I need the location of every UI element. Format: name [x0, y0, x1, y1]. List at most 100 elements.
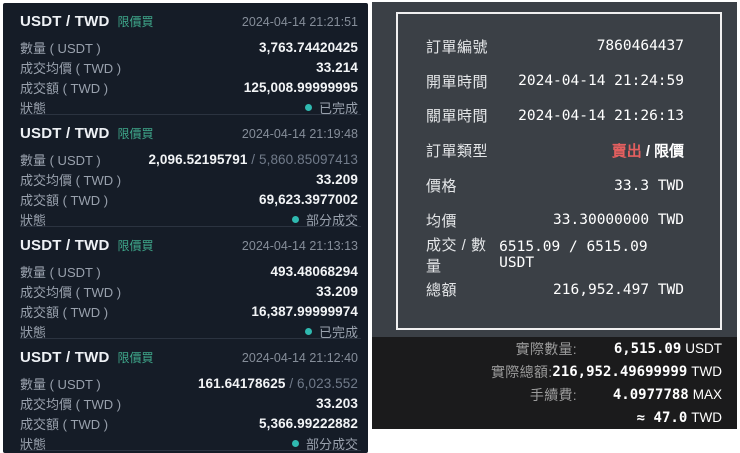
amount-row: 數量 ( USDT ) 3,763.74420425: [20, 37, 358, 57]
status-text: 已完成: [318, 100, 358, 116]
total-label: 成交額 ( TWD ): [20, 80, 109, 96]
avg-price-row: 成交均價 ( TWD ) 33.209: [20, 169, 358, 189]
card-divider: [20, 450, 361, 451]
actual-total-unit: TWD: [691, 363, 722, 379]
order-id-label: 訂單編號: [426, 38, 489, 56]
actual-total-value: 216,952.49699999: [552, 363, 688, 380]
limit-buy-tag: 限價買: [117, 239, 154, 253]
status-dot-icon: [291, 215, 299, 223]
total-label: 成交額 ( TWD ): [20, 416, 109, 432]
avg-price-label: 成交均價 ( TWD ): [20, 60, 122, 76]
status-row: 狀態 已完成: [20, 97, 358, 117]
status-row: 狀態 部分成交: [20, 433, 358, 453]
total-row: 成交額 ( TWD ) 5,366.99222882: [20, 413, 358, 433]
order-card[interactable]: USDT / TWD 限價買 2024-04-14 21:21:51 數量 ( …: [3, 3, 368, 117]
order-detail-panel: 訂單編號 7860464437 開單時間 2024-04-14 21:24:59…: [372, 2, 737, 337]
fee-approx-unit: TWD: [691, 409, 722, 425]
actual-amount-row: 實際數量: 6,515.09 USDT: [372, 337, 722, 360]
amount-value: 2,096.52195791 / 5,860.85097413: [148, 151, 358, 167]
amount-row: 數量 ( USDT ) 2,096.52195791 / 5,860.85097…: [20, 149, 358, 169]
fee-value: 4.0977788: [612, 386, 689, 403]
order-card[interactable]: USDT / TWD 限價買 2024-04-14 21:19:48 數量 ( …: [3, 115, 368, 228]
order-timestamp: 2024-04-14 21:21:51: [241, 15, 358, 29]
status-dot-icon: [304, 327, 312, 335]
limit-buy-tag: 限價買: [117, 351, 154, 365]
filled-amount-label: 成交 / 數量: [426, 237, 487, 276]
total-value: 216,952.497 TWD: [553, 281, 684, 298]
amount-label: 數量 ( USDT ): [20, 152, 101, 168]
status-text: 已完成: [318, 324, 358, 340]
order-history-list: USDT / TWD 限價買 2024-04-14 21:21:51 數量 ( …: [3, 3, 368, 453]
amount-label: 數量 ( USDT ): [20, 40, 101, 56]
filled-amount-value: 6515.09 / 6515.09 USDT: [499, 239, 648, 272]
total-value: 5,366.99222882: [259, 415, 358, 431]
open-time-value: 2024-04-14 21:24:59: [518, 73, 684, 90]
total-label: 成交額 ( TWD ): [20, 304, 109, 320]
close-time-row: 關單時間 2024-04-14 21:26:13: [426, 99, 684, 134]
actual-amount-unit: USDT: [685, 340, 722, 356]
order-card-header: USDT / TWD 限價買 2024-04-14 21:19:48: [20, 125, 358, 149]
fee-row: 手續費: 4.0977788 MAX: [372, 383, 722, 406]
status-badge: 已完成: [304, 322, 358, 341]
avg-price-label: 均價: [426, 212, 458, 230]
order-id-row: 訂單編號 7860464437: [426, 29, 684, 64]
amount-total-value: / 6,023.552: [285, 375, 358, 391]
actual-total-row: 實際總額: 216,952.49699999 TWD: [372, 360, 722, 383]
status-badge: 部分成交: [291, 434, 358, 453]
price-label: 價格: [426, 178, 458, 196]
open-time-label: 開單時間: [426, 73, 489, 91]
order-card-header: USDT / TWD 限價買 2024-04-14 21:12:40: [20, 349, 358, 373]
total-row: 成交額 ( TWD ) 69,623.3977002: [20, 189, 358, 209]
avg-price-row: 成交均價 ( TWD ) 33.209: [20, 281, 358, 301]
order-type-row: 訂單類型 賣出 / 限價: [426, 133, 684, 168]
order-card[interactable]: USDT / TWD 限價買 2024-04-14 21:13:13 數量 ( …: [3, 227, 368, 341]
avg-price-label: 成交均價 ( TWD ): [20, 396, 122, 412]
amount-value: 3,763.74420425: [259, 39, 358, 55]
status-dot-icon: [304, 103, 312, 111]
limit-buy-tag: 限價買: [117, 127, 154, 141]
amount-row: 數量 ( USDT ) 161.64178625 / 6,023.552: [20, 373, 358, 393]
order-id-value: 7860464437: [596, 38, 684, 55]
amount-label: 數量 ( USDT ): [20, 376, 101, 392]
price-value: 33.3 TWD: [614, 177, 684, 194]
total-label: 總額: [426, 282, 458, 300]
actual-amount-value: 6,515.09: [613, 340, 682, 357]
filled-amount-row: 成交 / 數量 6515.09 / 6515.09 USDT: [426, 237, 684, 275]
order-timestamp: 2024-04-14 21:19:48: [241, 127, 358, 141]
execution-summary-panel: 實際數量: 6,515.09 USDT 實際總額: 216,952.4969999…: [372, 337, 737, 429]
avg-price-value: 33.30000000 TWD: [553, 212, 684, 229]
order-detail-box: 訂單編號 7860464437 開單時間 2024-04-14 21:24:59…: [396, 12, 722, 330]
order-card[interactable]: USDT / TWD 限價買 2024-04-14 21:12:40 數量 ( …: [3, 339, 368, 453]
status-label: 狀態: [20, 100, 47, 116]
actual-total-label: 實際總額:: [491, 363, 553, 380]
type-separator: /: [645, 143, 650, 161]
avg-price-value: 33.203: [316, 395, 358, 411]
pair-label: USDT / TWD: [20, 349, 110, 366]
close-time-value: 2024-04-14 21:26:13: [518, 107, 684, 124]
total-row: 總額 216,952.497 TWD: [426, 273, 684, 308]
limit-type-text: 限價: [653, 143, 684, 161]
amount-row: 數量 ( USDT ) 493.48068294: [20, 261, 358, 281]
close-time-label: 關單時間: [426, 108, 489, 126]
avg-price-label: 成交均價 ( TWD ): [20, 284, 122, 300]
avg-price-value: 33.214: [316, 59, 358, 75]
avg-price-label: 成交均價 ( TWD ): [20, 172, 122, 188]
total-row: 成交額 ( TWD ) 16,387.99999974: [20, 301, 358, 321]
status-text: 部分成交: [305, 436, 358, 452]
fee-approx-row: ≈ 47.0 TWD: [372, 406, 722, 429]
status-text: 部分成交: [305, 212, 358, 228]
total-value: 16,387.99999974: [251, 303, 358, 319]
avg-price-value: 33.209: [316, 171, 358, 187]
avg-price-row: 成交均價 ( TWD ) 33.203: [20, 393, 358, 413]
total-row: 成交額 ( TWD ) 125,008.99999995: [20, 77, 358, 97]
status-badge: 已完成: [304, 98, 358, 117]
price-row: 價格 33.3 TWD: [426, 168, 684, 203]
status-dot-icon: [291, 439, 299, 447]
total-value: 69,623.3977002: [259, 191, 358, 207]
card-divider: [20, 226, 361, 227]
fee-unit: MAX: [692, 386, 722, 402]
sell-side-text: 賣出: [611, 143, 642, 161]
amount-total-value: / 5,860.85097413: [247, 151, 358, 167]
status-label: 狀態: [20, 436, 47, 452]
pair-label: USDT / TWD: [20, 125, 110, 142]
